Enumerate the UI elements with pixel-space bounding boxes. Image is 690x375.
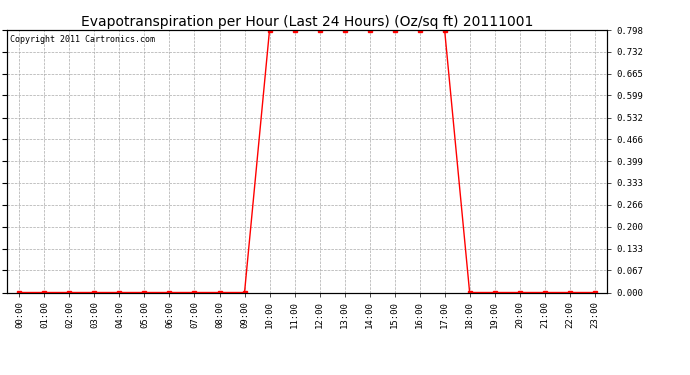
Title: Evapotranspiration per Hour (Last 24 Hours) (Oz/sq ft) 20111001: Evapotranspiration per Hour (Last 24 Hou…	[81, 15, 533, 29]
Text: Copyright 2011 Cartronics.com: Copyright 2011 Cartronics.com	[10, 35, 155, 44]
